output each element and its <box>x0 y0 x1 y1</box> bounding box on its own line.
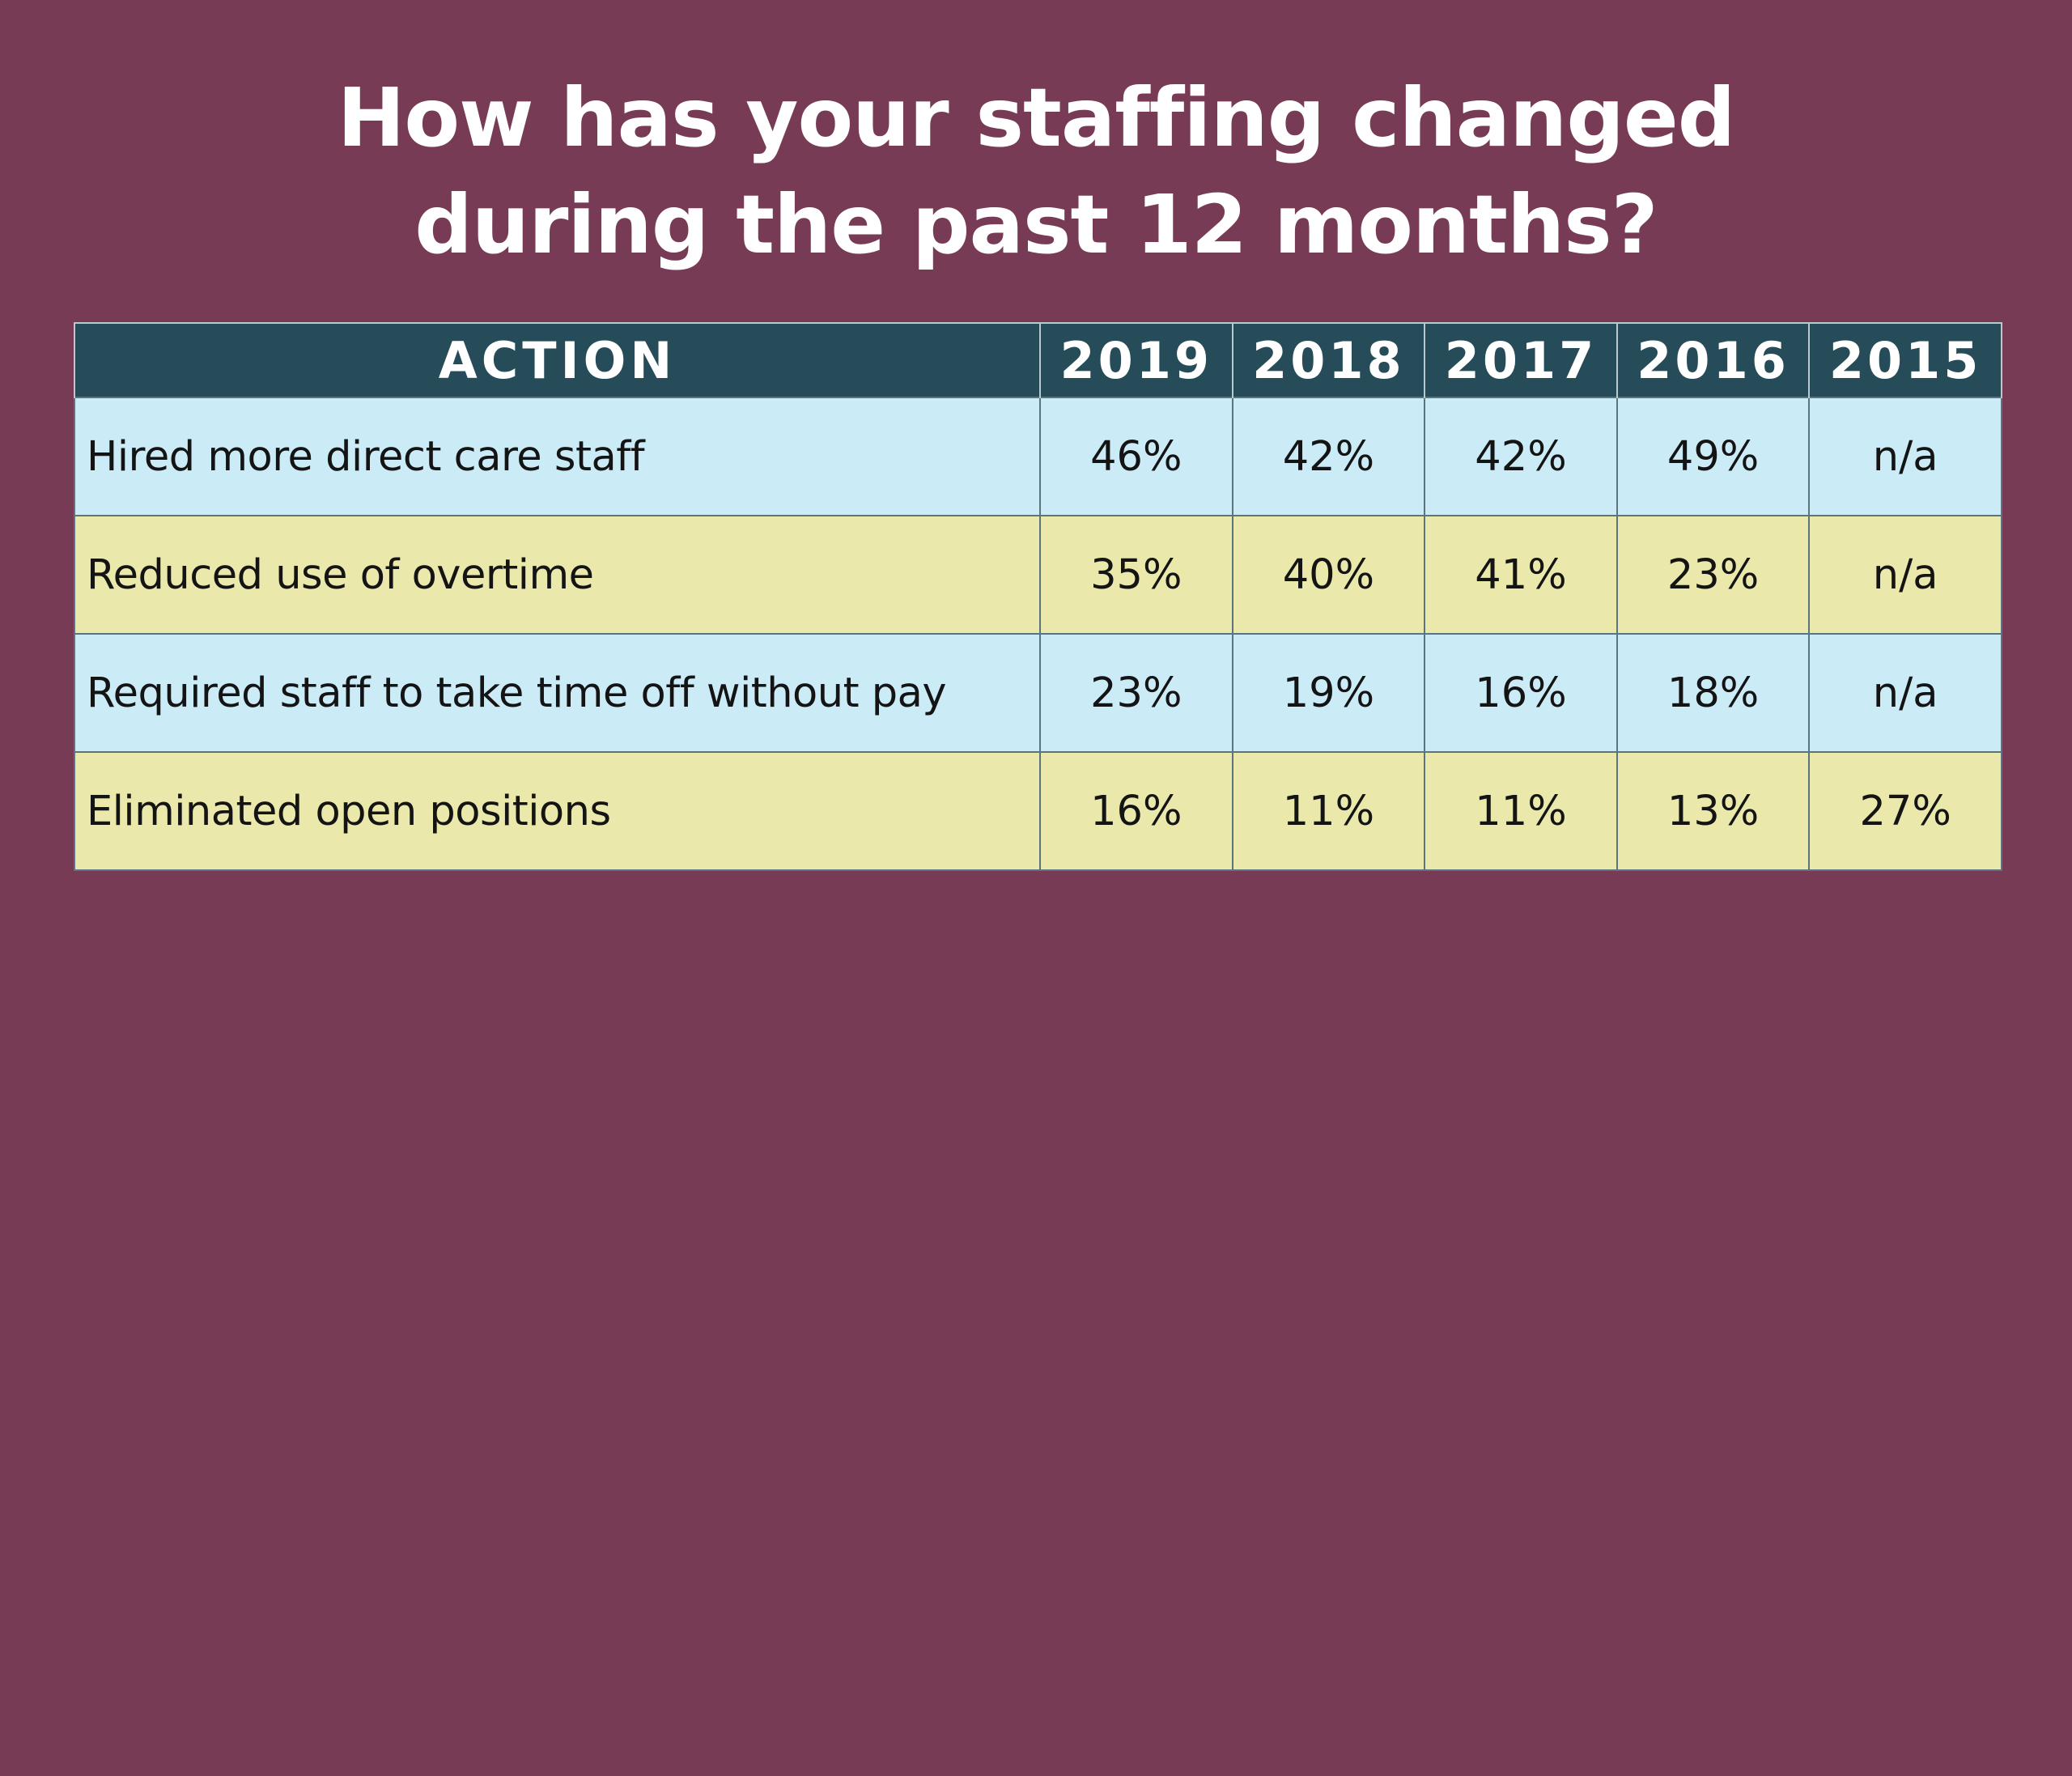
table-cell: 23% <box>1039 633 1233 753</box>
table-cell: 18% <box>1616 633 1811 753</box>
table-row: Hired more direct care staff 46% 42% 42%… <box>74 397 2002 516</box>
table-cell: 16% <box>1039 751 1233 871</box>
table-cell: n/a <box>1808 397 2002 516</box>
column-header-2016: 2016 <box>1616 322 1811 397</box>
row-action-label: Reduced use of overtime <box>74 515 1041 635</box>
title-line-1: How has your staffing changed <box>337 70 1736 165</box>
row-action-label: Required staff to take time off without … <box>74 633 1041 753</box>
table-cell: n/a <box>1808 633 2002 753</box>
column-header-action: ACTION <box>74 322 1041 397</box>
table-cell: 23% <box>1616 515 1811 635</box>
column-header-2018: 2018 <box>1231 322 1426 397</box>
table-cell: 13% <box>1616 751 1811 871</box>
table-cell: 11% <box>1231 751 1426 871</box>
table-cell: 35% <box>1039 515 1233 635</box>
row-action-label: Hired more direct care staff <box>74 397 1041 516</box>
table-cell: 27% <box>1808 751 2002 871</box>
table-cell: 19% <box>1231 633 1426 753</box>
table-row: Reduced use of overtime 35% 40% 41% 23% … <box>74 515 2002 635</box>
column-header-2015: 2015 <box>1808 322 2002 397</box>
table-cell: 42% <box>1424 397 1618 516</box>
table-cell: 16% <box>1424 633 1618 753</box>
table-header-row: ACTION 2019 2018 2017 2016 2015 <box>74 322 2002 397</box>
table-cell: 11% <box>1424 751 1618 871</box>
table-cell: 42% <box>1231 397 1426 516</box>
table-cell: 49% <box>1616 397 1811 516</box>
column-header-2017: 2017 <box>1424 322 1618 397</box>
table-cell: n/a <box>1808 515 2002 635</box>
title-line-2: during the past 12 months? <box>414 177 1658 272</box>
staffing-table: ACTION 2019 2018 2017 2016 2015 Hired mo… <box>74 322 2002 871</box>
table-row: Eliminated open positions 16% 11% 11% 13… <box>74 751 2002 871</box>
table-row: Required staff to take time off without … <box>74 633 2002 753</box>
table-cell: 46% <box>1039 397 1233 516</box>
table-cell: 40% <box>1231 515 1426 635</box>
page-title: How has your staffing changed during the… <box>0 65 2072 278</box>
row-action-label: Eliminated open positions <box>74 751 1041 871</box>
column-header-2019: 2019 <box>1039 322 1233 397</box>
table-cell: 41% <box>1424 515 1618 635</box>
